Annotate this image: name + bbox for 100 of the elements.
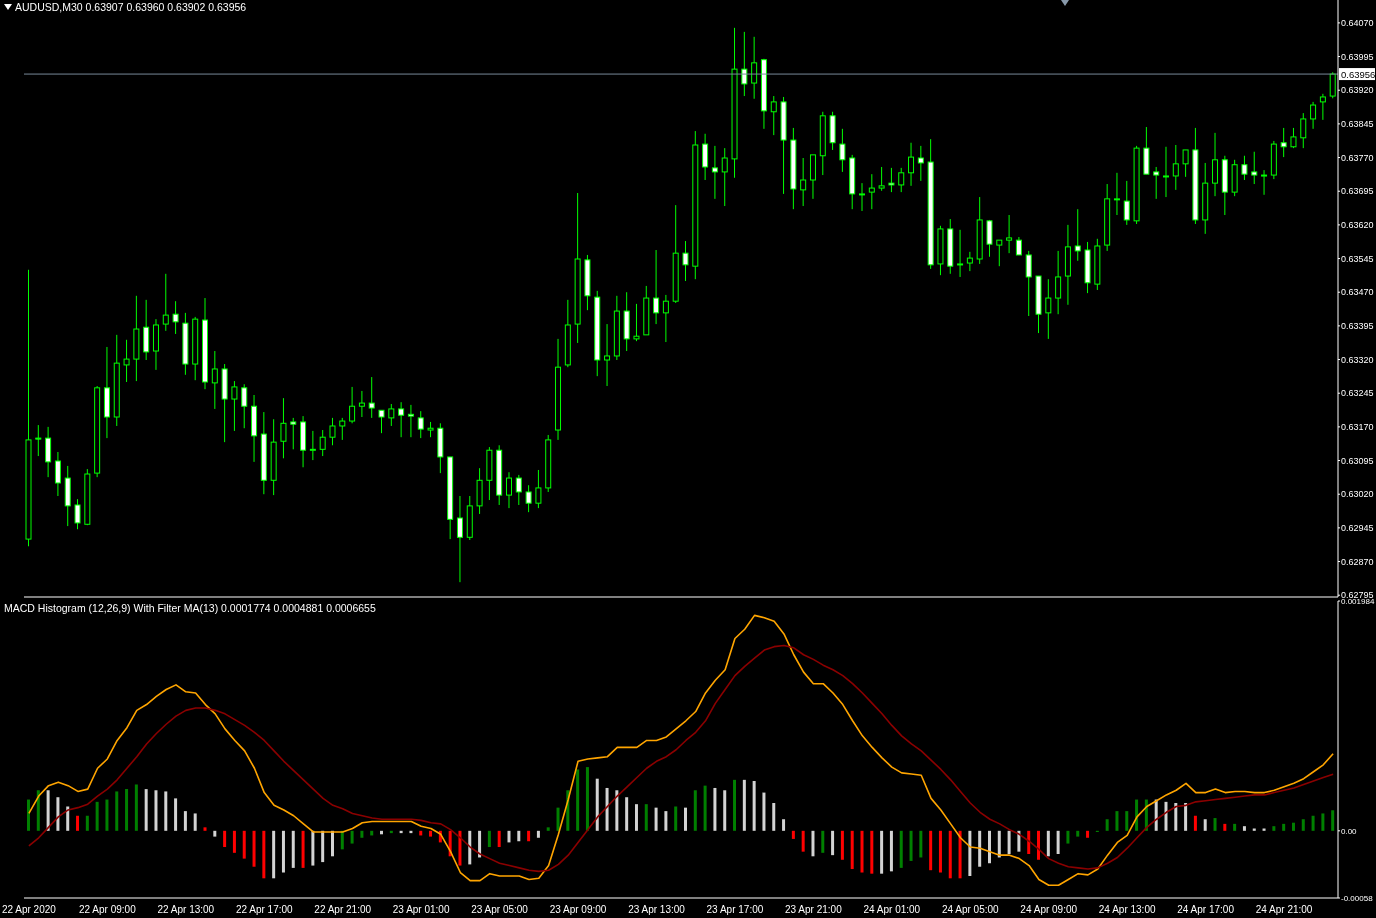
bar bbox=[595, 778, 599, 831]
candlestick bbox=[1172, 144, 1179, 191]
candlestick bbox=[525, 484, 532, 513]
candlestick bbox=[535, 469, 542, 509]
bar bbox=[1007, 830, 1011, 854]
line-series bbox=[28, 644, 1334, 873]
candlestick bbox=[290, 417, 297, 450]
bar bbox=[703, 785, 707, 831]
candlestick bbox=[996, 239, 1003, 267]
bar bbox=[605, 787, 609, 831]
bar bbox=[909, 830, 913, 861]
x-tick-label: 23 Apr 09:00 bbox=[549, 904, 607, 916]
x-tick-label: 24 Apr 05:00 bbox=[941, 904, 1000, 916]
candlestick bbox=[329, 417, 336, 446]
bar bbox=[733, 779, 737, 831]
x-tick-label: 24 Apr 17:00 bbox=[1177, 904, 1235, 916]
candlestick bbox=[1261, 169, 1268, 196]
candlestick bbox=[868, 173, 875, 210]
candlestick bbox=[280, 397, 287, 459]
bar bbox=[576, 769, 580, 831]
candlestick bbox=[1310, 101, 1317, 130]
bar bbox=[125, 789, 129, 831]
y-tick-label: 0.63695 bbox=[1341, 186, 1374, 197]
candlestick bbox=[378, 409, 385, 434]
bar bbox=[664, 811, 668, 831]
y-tick-label: 0.63170 bbox=[1341, 422, 1374, 433]
bar bbox=[693, 790, 697, 831]
candlestick bbox=[456, 495, 463, 583]
candlestick bbox=[741, 31, 748, 97]
candlestick bbox=[505, 471, 512, 509]
bar bbox=[919, 830, 923, 858]
bar bbox=[1193, 815, 1197, 831]
chart-title: MACD Histogram (12,26,9) With Filter MA(13) 0.0001774 0.0004881 0.0006655 bbox=[4, 602, 376, 614]
bar bbox=[889, 830, 893, 872]
candlestick bbox=[172, 300, 179, 335]
candlestick bbox=[123, 339, 130, 383]
bar bbox=[782, 819, 786, 831]
candlestick bbox=[162, 273, 169, 332]
bar bbox=[870, 830, 874, 874]
bar bbox=[831, 830, 835, 856]
candlestick bbox=[721, 147, 728, 207]
bar bbox=[684, 807, 687, 831]
candlestick bbox=[515, 474, 522, 506]
candlestick bbox=[1055, 250, 1062, 315]
bar bbox=[644, 804, 648, 831]
bar bbox=[880, 830, 884, 874]
bar bbox=[1076, 830, 1080, 837]
bar bbox=[762, 792, 766, 831]
bar bbox=[1252, 828, 1256, 831]
candlestick bbox=[368, 376, 375, 419]
bar bbox=[478, 830, 482, 858]
candlestick bbox=[231, 380, 238, 432]
ref-line-label: 0.63956 bbox=[1341, 69, 1376, 81]
candlestick bbox=[682, 240, 689, 282]
candlestick bbox=[1113, 172, 1120, 216]
bar bbox=[958, 830, 962, 879]
candlestick bbox=[966, 251, 973, 272]
y-tick-label: 0.63620 bbox=[1341, 220, 1374, 231]
y-tick-label: 0.63320 bbox=[1341, 354, 1374, 365]
bar bbox=[1037, 830, 1041, 860]
bar bbox=[1066, 830, 1070, 844]
candlestick bbox=[1162, 146, 1169, 198]
bar bbox=[556, 807, 560, 831]
candlestick bbox=[74, 498, 81, 530]
bar bbox=[487, 830, 491, 848]
bar bbox=[154, 790, 158, 831]
x-tick-label: 23 Apr 13:00 bbox=[628, 904, 686, 916]
y-tick-label: 0.63995 bbox=[1341, 51, 1374, 62]
y-tick-label: 0.00 bbox=[1341, 826, 1358, 836]
x-tick-label: 23 Apr 05:00 bbox=[471, 904, 529, 916]
candlestick bbox=[309, 430, 316, 461]
bar bbox=[183, 811, 187, 831]
candlestick bbox=[751, 36, 758, 100]
bar bbox=[772, 803, 776, 831]
bar bbox=[350, 830, 354, 844]
bar bbox=[948, 830, 952, 879]
y-tick-label: 0.62870 bbox=[1341, 556, 1374, 567]
bar bbox=[978, 830, 982, 867]
bar bbox=[1125, 811, 1129, 831]
bar bbox=[360, 830, 364, 838]
bar bbox=[1223, 823, 1227, 831]
bar bbox=[76, 815, 80, 831]
bar bbox=[1017, 830, 1021, 852]
candlestick bbox=[711, 145, 718, 200]
y-tick-label: 0.63020 bbox=[1341, 489, 1374, 500]
bar bbox=[321, 830, 325, 863]
candlestick bbox=[888, 167, 895, 193]
bar bbox=[1242, 826, 1246, 831]
bar bbox=[791, 830, 795, 839]
bar bbox=[1203, 819, 1207, 831]
bar bbox=[536, 830, 540, 838]
candlestick bbox=[898, 167, 905, 193]
bar bbox=[66, 806, 70, 831]
candlestick bbox=[1123, 180, 1130, 226]
x-tick-label: 22 Apr 2020 bbox=[1, 904, 57, 916]
bar bbox=[223, 830, 227, 848]
bar bbox=[634, 804, 638, 831]
bar bbox=[272, 830, 276, 879]
candlestick bbox=[770, 95, 777, 136]
y-tick-label: 0.64070 bbox=[1341, 18, 1374, 29]
